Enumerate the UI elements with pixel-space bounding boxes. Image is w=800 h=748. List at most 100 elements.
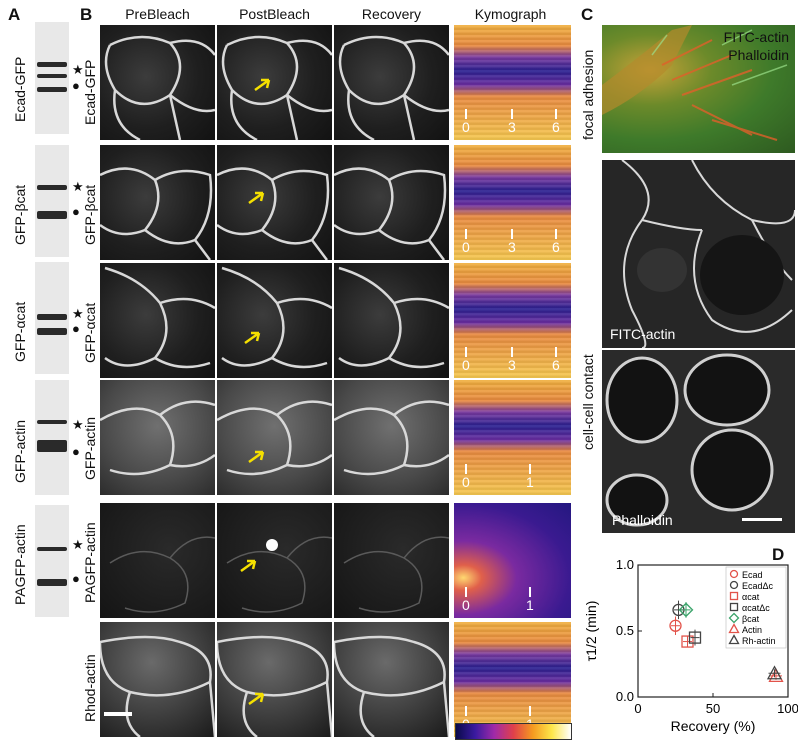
kymograph-tick-mark bbox=[511, 109, 513, 119]
dot-marker: ● bbox=[72, 321, 80, 336]
cell-membrane-outline bbox=[217, 167, 330, 260]
legend-label: Actin bbox=[742, 625, 762, 635]
cell-membrane-outline bbox=[104, 266, 215, 369]
kymograph-tick-label: 3 bbox=[508, 239, 516, 255]
x-axis-label: Recovery (%) bbox=[671, 718, 756, 734]
cell-membrane-outline bbox=[100, 167, 213, 260]
kymograph-tick-mark bbox=[555, 347, 557, 357]
blot-band bbox=[37, 74, 67, 78]
kymograph-tick-mark bbox=[465, 347, 467, 357]
microscopy-cell-image bbox=[100, 622, 215, 737]
data-point bbox=[766, 665, 783, 680]
phalloidin-image: Phalloidin bbox=[602, 350, 795, 533]
label-phalloidin: Phalloidin bbox=[612, 512, 673, 528]
legend-marker bbox=[728, 623, 740, 634]
kymograph-texture bbox=[454, 380, 571, 495]
kymograph-image: 0 3 6 bbox=[454, 25, 571, 140]
dot-marker: ● bbox=[72, 204, 80, 219]
microscopy-cell-image bbox=[334, 622, 449, 737]
microscopy-cell-image bbox=[100, 503, 215, 618]
microscopy-cell-image bbox=[100, 145, 215, 260]
western-blot-strip bbox=[35, 380, 69, 495]
kymograph-tick-label: 0 bbox=[462, 474, 470, 490]
activation-spot bbox=[266, 539, 278, 551]
cell-membrane-outline bbox=[217, 400, 332, 476]
kymograph-tick-label: 6 bbox=[552, 357, 560, 373]
kymograph-tick-label: 0 bbox=[462, 597, 470, 613]
bleach-arrow-icon bbox=[244, 331, 261, 345]
scale-bar-b bbox=[104, 712, 132, 716]
legend-label: Ecad bbox=[742, 570, 763, 580]
cell-membrane-outline bbox=[100, 400, 215, 476]
cell-membrane-outline bbox=[343, 536, 449, 613]
legend-marker bbox=[729, 569, 739, 579]
blot-band bbox=[37, 328, 67, 335]
column-header-recovery: Recovery bbox=[361, 6, 422, 22]
legend-marker bbox=[729, 602, 739, 612]
side-label-focal-adhesion: focal adhesion bbox=[580, 49, 596, 140]
kymograph-tick-mark bbox=[465, 464, 467, 474]
cell-membrane-outline bbox=[226, 536, 332, 613]
blot-band bbox=[37, 185, 67, 190]
legend-fitc-actin: FITC-actin bbox=[723, 29, 789, 45]
panel-label-a: A bbox=[8, 5, 21, 24]
blot-label: GFP-βcat bbox=[12, 184, 28, 245]
bleach-arrow-icon bbox=[248, 692, 265, 706]
microscopy-cell-image bbox=[100, 263, 215, 378]
blot-label: GFP-αcat bbox=[12, 301, 28, 362]
kymograph-tick-mark bbox=[465, 229, 467, 239]
legend-label: Rh-actin bbox=[742, 636, 776, 646]
blot-band bbox=[37, 211, 67, 219]
cell-membrane-outline bbox=[334, 635, 449, 737]
star-marker: ★ bbox=[72, 62, 84, 77]
cell-membrane-outline bbox=[334, 167, 447, 260]
data-point bbox=[669, 619, 682, 632]
microscopy-cell-image bbox=[100, 380, 215, 495]
legend-phalloidin: Phalloidin bbox=[728, 47, 789, 63]
y-axis-label: τ1/2 (min) bbox=[583, 601, 599, 662]
western-blot-strip bbox=[35, 505, 69, 617]
kymograph-tick-label: 6 bbox=[552, 239, 560, 255]
y-tick-label: 1.0 bbox=[616, 557, 634, 572]
bleach-arrow-icon bbox=[248, 191, 265, 205]
bleach-arrow-icon bbox=[240, 559, 257, 573]
bleach-arrow-icon bbox=[248, 450, 265, 464]
x-tick-label: 50 bbox=[706, 701, 720, 716]
cell-membrane-outline bbox=[221, 266, 332, 369]
bleach-arrow-icon bbox=[254, 78, 271, 92]
star-marker: ★ bbox=[72, 179, 84, 194]
data-point bbox=[681, 635, 694, 648]
y-tick-label: 0.5 bbox=[616, 623, 634, 638]
row-label: Ecad-GFP bbox=[82, 59, 98, 125]
blot-label: PAGFP-actin bbox=[12, 524, 28, 605]
kymograph-tick-mark bbox=[555, 109, 557, 119]
focal-adhesion-image: FITC-actin Phalloidin bbox=[602, 25, 795, 153]
column-header-prebleach: PreBleach bbox=[125, 6, 190, 22]
dot-marker: ● bbox=[72, 78, 80, 93]
kymograph-tick-label: 0 bbox=[462, 239, 470, 255]
kymograph-tick-mark bbox=[465, 587, 467, 597]
microscopy-cell-image bbox=[217, 263, 332, 378]
cell-membrane-outline bbox=[338, 35, 449, 140]
kymograph-image: 01 bbox=[454, 622, 571, 737]
kymograph-tick-mark bbox=[529, 706, 531, 716]
microscopy-cell-image bbox=[334, 380, 449, 495]
scale-bar-c bbox=[742, 518, 782, 521]
blot-band bbox=[37, 440, 67, 452]
western-blot-strip bbox=[35, 145, 69, 257]
panel-label-c: C bbox=[581, 5, 594, 24]
star-marker: ★ bbox=[72, 306, 84, 321]
data-point bbox=[678, 602, 694, 618]
kymograph-texture bbox=[454, 145, 571, 260]
kymograph-tick-label: 1 bbox=[526, 597, 534, 613]
microscopy-cell-image bbox=[217, 622, 332, 737]
kymograph-texture bbox=[454, 622, 571, 737]
western-blot-strip bbox=[35, 22, 69, 134]
legend-marker bbox=[728, 634, 740, 645]
kymograph-image: 0 3 6 bbox=[454, 263, 571, 378]
blot-band bbox=[37, 547, 67, 551]
legend-label: αcat bbox=[742, 592, 760, 602]
row-label: GFP-actin bbox=[82, 416, 98, 480]
